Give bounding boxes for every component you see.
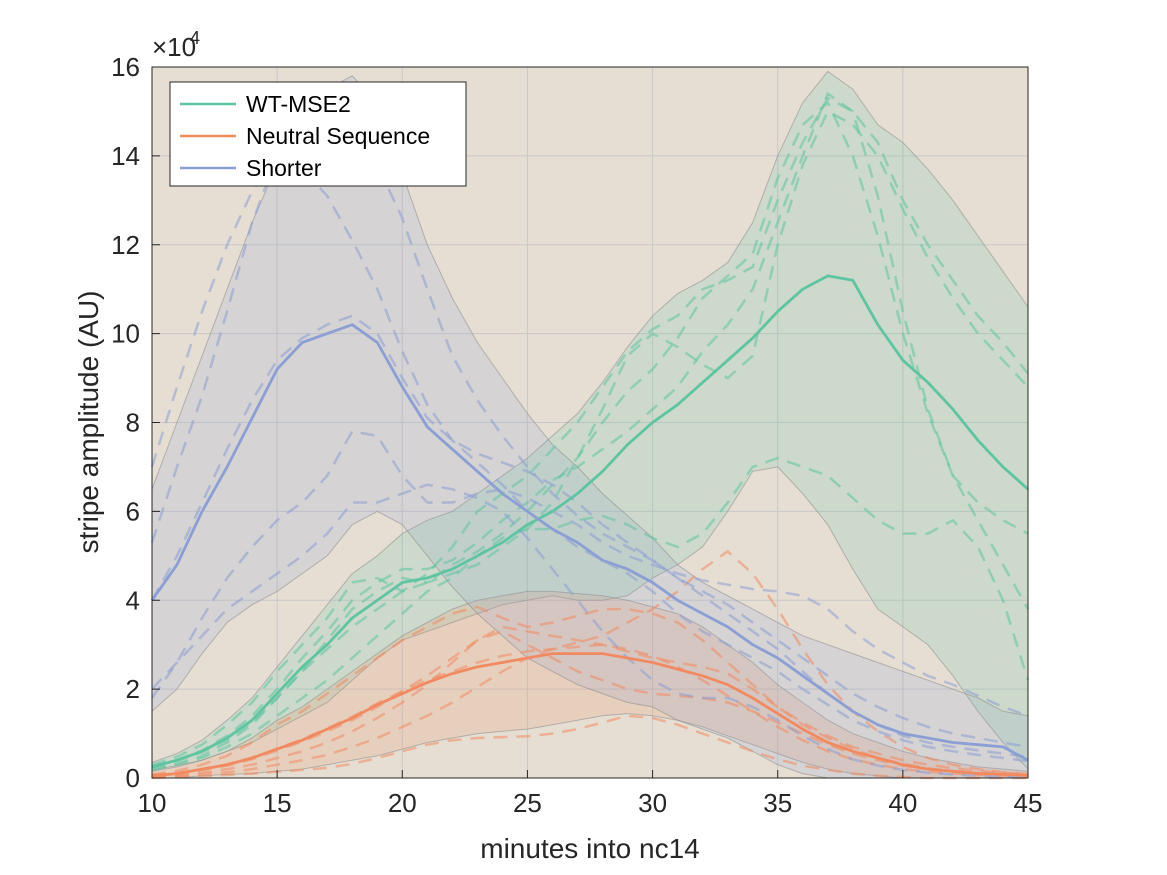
y-tick-label: 12: [111, 230, 140, 260]
x-tick-label: 40: [888, 788, 917, 818]
x-tick-label: 45: [1014, 788, 1043, 818]
replicate-line-shorter: [150, 154, 1029, 763]
replicate-line-shorter: [150, 430, 1029, 717]
x-axis-label: minutes into nc14: [480, 833, 699, 864]
series-line-shorter: [150, 323, 1029, 762]
replicate-line-neutral-sequence: [151, 714, 1028, 780]
y-tick-label: 6: [126, 496, 140, 526]
replicate-line-neutral-sequence: [151, 625, 1029, 778]
y-tick-label: 0: [126, 763, 140, 793]
x-tick-label: 10: [138, 788, 167, 818]
legend: WT-MSE2 Neutral Sequence Shorter: [169, 81, 467, 187]
replicate-line-shorter: [151, 483, 1029, 779]
x-tick-label: 20: [388, 788, 417, 818]
replicate-line-shorter: [150, 132, 1029, 749]
x-tick-label: 35: [763, 788, 792, 818]
replicate-line-wt-mse2: [151, 100, 1030, 769]
replicate-line-wt-mse2: [151, 109, 1029, 771]
mean-lines: [150, 274, 1029, 778]
y-tick-label: 8: [126, 408, 140, 438]
y-axis-label: stripe amplitude (AU): [73, 291, 104, 554]
y-tick-label: 2: [126, 674, 140, 704]
y-multiplier-base: ×10: [152, 32, 196, 62]
series-line-neutral-sequence: [151, 652, 1029, 778]
y-tick-label: 10: [111, 319, 140, 349]
x-tick-label: 25: [513, 788, 542, 818]
y-tick-label: 14: [111, 141, 140, 171]
legend-label-neutral-sequence: Neutral Sequence: [246, 123, 430, 149]
x-axis-ticks: 10 15 20 25 30 35 40 45: [138, 770, 1043, 818]
replicate-line-wt-mse2: [151, 91, 1029, 768]
x-tick-label: 15: [263, 788, 292, 818]
legend-label-wt-mse2: WT-MSE2: [246, 91, 351, 117]
replicate-line-neutral-sequence: [151, 549, 1029, 779]
legend-label-shorter: Shorter: [246, 155, 322, 181]
series-line-wt-mse2: [151, 274, 1029, 769]
y-axis-ticks: 0 2 4 6 8 10 12 14 16: [111, 52, 160, 793]
replicate-line-wt-mse2: [151, 456, 1030, 772]
x-tick-label: 30: [638, 788, 667, 818]
replicate-line-neutral-sequence: [151, 605, 1029, 777]
y-tick-label: 16: [111, 52, 140, 82]
y-multiplier-exponent: 4: [190, 28, 200, 48]
y-axis-multiplier: ×10 4: [152, 28, 200, 62]
replicate-line-wt-mse2: [151, 96, 1029, 766]
y-tick-label: 4: [126, 585, 140, 615]
